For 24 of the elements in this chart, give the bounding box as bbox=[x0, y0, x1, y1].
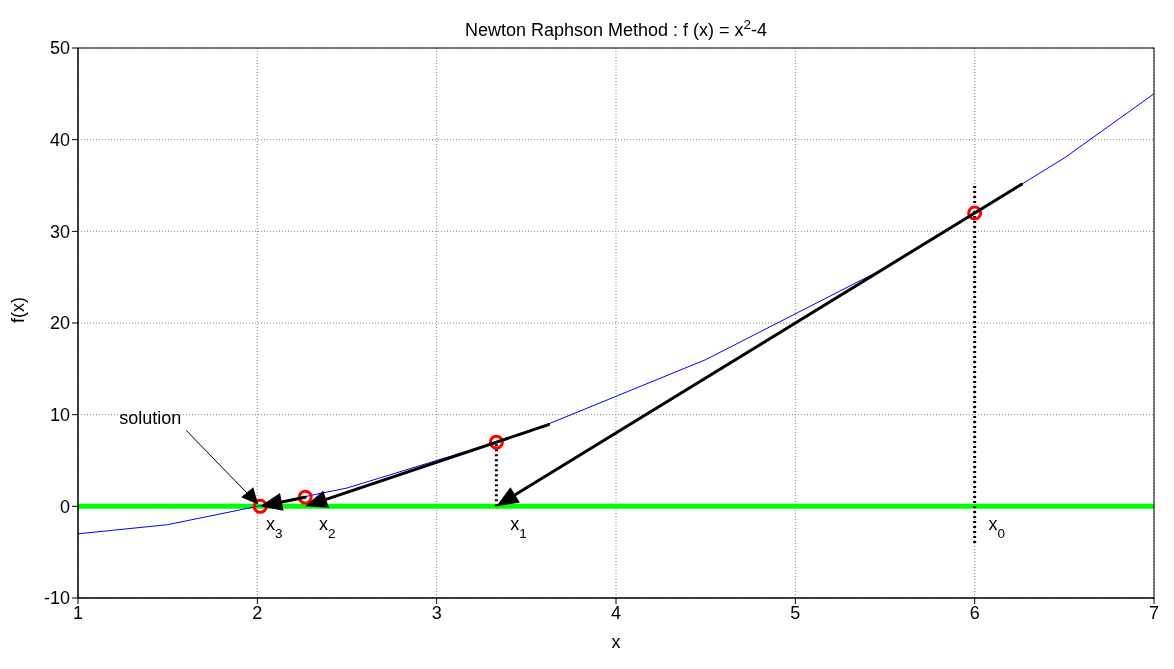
point bbox=[297, 489, 313, 505]
x-tick-label: 7 bbox=[1148, 602, 1160, 623]
x-tick-label: 3 bbox=[431, 602, 442, 623]
x-tick-label: 1 bbox=[72, 602, 84, 623]
annotation: x$_{1}$ bbox=[510, 514, 527, 541]
y-tick-label: 0 bbox=[59, 496, 70, 517]
x-tick-label: 4 bbox=[610, 602, 622, 623]
x-tick-label: 6 bbox=[969, 602, 980, 623]
x-tick-label: 5 bbox=[790, 602, 801, 623]
x-axis-title: x bbox=[611, 632, 621, 652]
y-tick-label: 30 bbox=[49, 221, 70, 242]
x-tick-label: 2 bbox=[252, 602, 263, 623]
y-axis-title: f(x) bbox=[8, 297, 29, 323]
y-tick-label: 10 bbox=[49, 405, 70, 426]
y-tick-label: 20 bbox=[49, 313, 70, 334]
y-tick-label: -10 bbox=[43, 588, 70, 609]
annotation: x$_{3}$ bbox=[265, 514, 283, 541]
point bbox=[252, 498, 268, 514]
chart-title: Newton Raphson Method : f (x) = x$^{2}$-4 bbox=[464, 16, 768, 40]
annotation: solution bbox=[119, 408, 182, 429]
annotation: x$_{0}$ bbox=[988, 514, 1005, 541]
y-tick-label: 50 bbox=[49, 38, 70, 59]
y-tick-label: 40 bbox=[49, 130, 70, 151]
annotation: x$_{2}$ bbox=[318, 514, 336, 541]
